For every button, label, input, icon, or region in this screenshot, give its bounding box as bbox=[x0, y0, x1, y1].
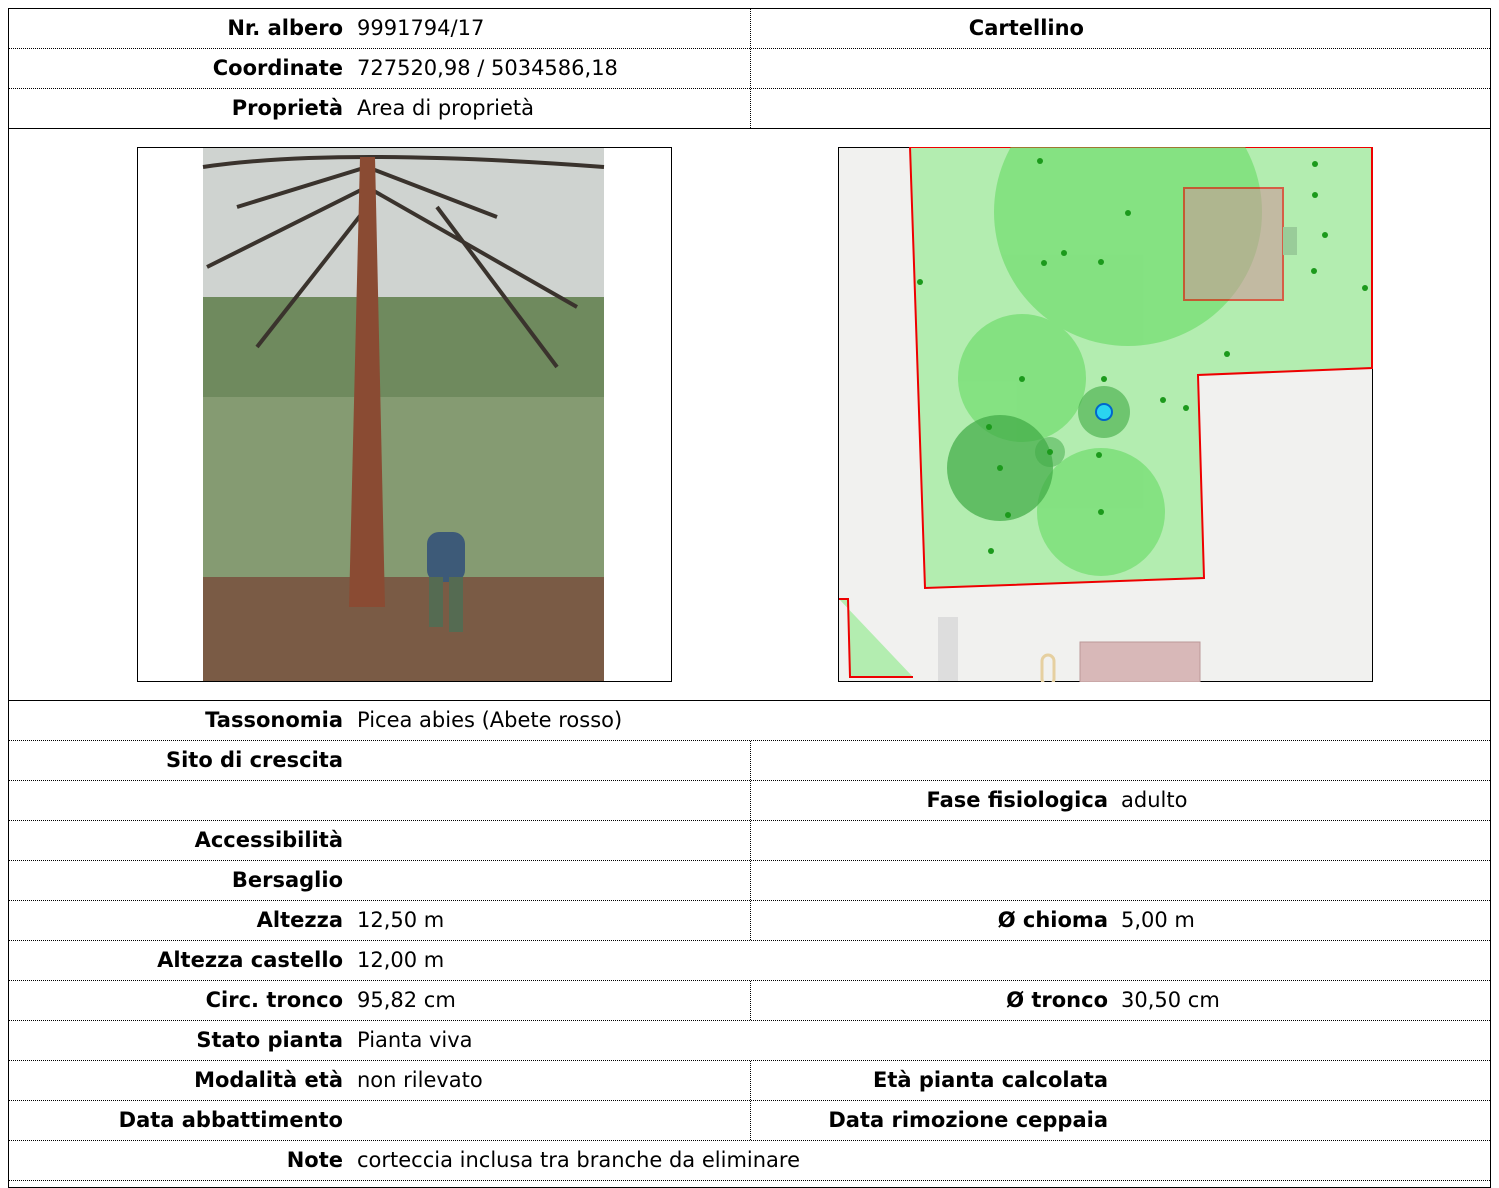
row: Sito di crescita bbox=[9, 741, 1490, 781]
value: adulto bbox=[1121, 788, 1188, 812]
value: non rilevato bbox=[357, 1068, 483, 1092]
row: Coordinate 727520,98 / 5034586,18 bbox=[9, 49, 1490, 89]
label: Data abbattimento bbox=[118, 1108, 343, 1132]
value: 30,50 cm bbox=[1121, 988, 1220, 1012]
row: Note corteccia inclusa tra branche da eli… bbox=[9, 1141, 1490, 1181]
location-map bbox=[838, 147, 1373, 682]
row: Modalità età non rilevato Età pianta calco… bbox=[9, 1061, 1490, 1101]
label: Età pianta calcolata bbox=[872, 1068, 1108, 1092]
row: Stato pianta Pianta viva bbox=[9, 1021, 1490, 1061]
value: 95,82 cm bbox=[357, 988, 456, 1012]
value: corteccia inclusa tra branche da elimina… bbox=[357, 1148, 800, 1172]
label: Proprietà bbox=[231, 96, 343, 120]
tree-photo bbox=[137, 147, 672, 682]
label: Circ. tronco bbox=[205, 988, 343, 1012]
label: Ø chioma bbox=[997, 908, 1108, 932]
value: Picea abies (Abete rosso) bbox=[357, 708, 623, 732]
label: Note bbox=[286, 1148, 343, 1172]
row: Circ. tronco 95,82 cm Ø tronco 30,50 cm bbox=[9, 981, 1490, 1021]
label: Cartellino bbox=[968, 16, 1084, 40]
row: Bersaglio bbox=[9, 861, 1490, 901]
row: Proprietà Area di proprietà bbox=[9, 89, 1490, 129]
value: 12,00 m bbox=[357, 948, 445, 972]
record-table: Nr. albero 9991794/17 Cartellino Coordinat… bbox=[8, 8, 1491, 1188]
label: Ø tronco bbox=[1006, 988, 1108, 1012]
label: Coordinate bbox=[212, 56, 343, 80]
label: Fase fisiologica bbox=[926, 788, 1108, 812]
row: Altezza 12,50 m Ø chioma 5,00 m bbox=[9, 901, 1490, 941]
label: Tassonomia bbox=[205, 708, 343, 732]
label: Nr. albero bbox=[227, 16, 343, 40]
row: Fase fisiologica adulto bbox=[9, 781, 1490, 821]
row: Accessibilità bbox=[9, 821, 1490, 861]
label: Accessibilità bbox=[194, 828, 343, 852]
value: 9991794/17 bbox=[357, 16, 485, 40]
label: Data rimozione ceppaia bbox=[828, 1108, 1108, 1132]
row: Tassonomia Picea abies (Abete rosso) bbox=[9, 701, 1490, 741]
label: Modalità età bbox=[194, 1068, 343, 1092]
label: Altezza bbox=[256, 908, 343, 932]
value: 5,00 m bbox=[1121, 908, 1195, 932]
value: 12,50 m bbox=[357, 908, 445, 932]
row: Data abbattimento Data rimozione ceppaia bbox=[9, 1101, 1490, 1141]
label: Sito di crescita bbox=[165, 748, 343, 772]
label: Bersaglio bbox=[231, 868, 343, 892]
image-row bbox=[9, 129, 1490, 701]
value: Pianta viva bbox=[357, 1028, 473, 1052]
value: 727520,98 / 5034586,18 bbox=[357, 56, 618, 80]
row: Altezza castello 12,00 m bbox=[9, 941, 1490, 981]
label: Altezza castello bbox=[157, 948, 343, 972]
value: Area di proprietà bbox=[357, 96, 535, 120]
label: Stato pianta bbox=[196, 1028, 343, 1052]
row: Nr. albero 9991794/17 Cartellino bbox=[9, 9, 1490, 49]
